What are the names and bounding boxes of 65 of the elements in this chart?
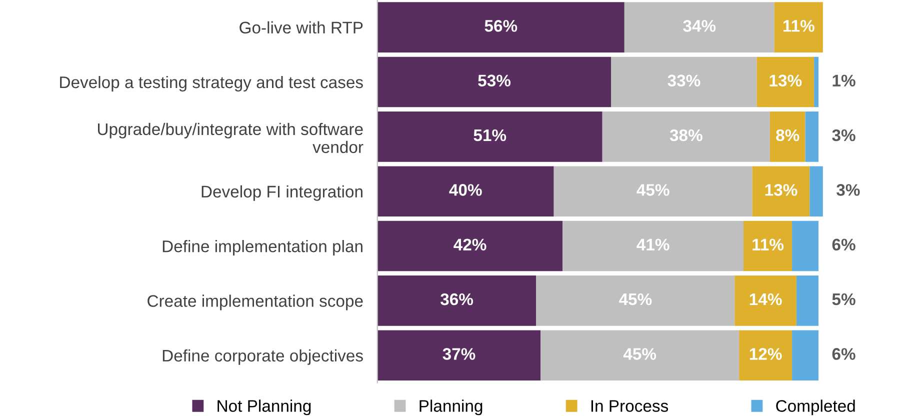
bar <box>611 56 757 108</box>
data-label: 36% <box>440 293 474 306</box>
bar <box>554 166 752 217</box>
y-tick-label: Develop FI integration <box>202 185 362 201</box>
bar <box>792 330 818 381</box>
data-label: 12% <box>750 348 782 360</box>
data-label: 45% <box>619 293 652 306</box>
bar <box>744 220 792 272</box>
bar <box>540 330 740 381</box>
data-label: 3% <box>836 184 860 196</box>
data-label: 14% <box>750 293 782 306</box>
data-label: 13% <box>770 74 802 87</box>
y-tick-label: Go-live with RTP <box>240 21 363 34</box>
bar <box>377 112 602 162</box>
bar <box>756 56 814 108</box>
y-tick-label: Create implementation scope <box>148 294 363 310</box>
bar <box>377 2 624 52</box>
data-label: 13% <box>765 184 798 196</box>
y-tick-label: Define corporate objectives <box>162 349 363 365</box>
bar <box>752 166 810 217</box>
data-label: 34% <box>683 20 716 32</box>
data-label: 37% <box>442 348 476 360</box>
data-label: 42% <box>454 238 486 250</box>
data-label: 45% <box>623 348 656 360</box>
data-label: 40% <box>449 184 482 196</box>
data-label: 8% <box>776 129 800 142</box>
data-label: 6% <box>832 238 856 251</box>
bar <box>734 276 796 326</box>
y-tick-label: Develop a testing strategy and test cases <box>60 76 363 92</box>
legend-label: Not Planning <box>218 400 311 416</box>
data-label: 38% <box>670 129 702 142</box>
bar <box>774 2 823 52</box>
data-label: 5% <box>832 293 856 306</box>
data-label: 11% <box>783 20 814 32</box>
bar <box>792 220 818 272</box>
data-label: 33% <box>668 74 700 87</box>
bar <box>377 220 563 272</box>
bar <box>377 276 536 326</box>
legend-label: Planning <box>420 400 482 416</box>
y-tick-label: Define implementation plan <box>162 240 362 256</box>
bar <box>796 276 818 326</box>
bar <box>814 56 818 108</box>
data-label: 53% <box>478 74 511 87</box>
bar <box>377 56 612 108</box>
data-label: 11% <box>752 238 784 250</box>
bar <box>624 2 774 52</box>
data-label: 1% <box>832 74 856 86</box>
data-label: 45% <box>636 184 670 196</box>
legend-label: Completed <box>776 400 855 416</box>
data-label: 41% <box>636 238 670 250</box>
bar <box>739 330 792 381</box>
bar <box>602 112 770 162</box>
y-tick-label: Upgrade/buy/integrate with software vendor <box>98 122 364 154</box>
data-label: 51% <box>474 129 506 142</box>
bar <box>562 220 744 272</box>
bar <box>810 166 823 217</box>
data-label: 3% <box>832 129 856 142</box>
data-label: 6% <box>832 348 856 360</box>
bar <box>770 112 806 162</box>
bar <box>805 112 818 162</box>
data-label: 56% <box>484 20 518 32</box>
bar <box>377 166 554 217</box>
legend-label: In Process <box>591 400 668 412</box>
bar <box>536 276 735 326</box>
bar <box>377 330 541 381</box>
